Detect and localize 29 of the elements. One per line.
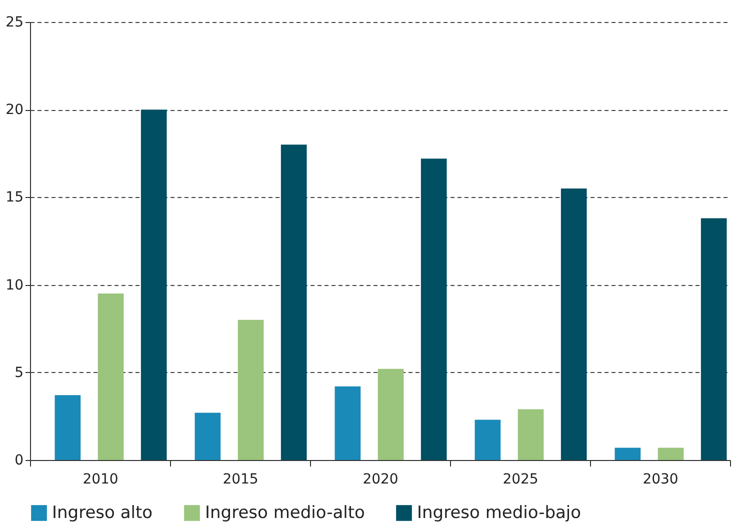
bar <box>238 320 264 460</box>
bar <box>280 144 307 460</box>
x-tick-label: 2030 <box>642 472 678 488</box>
bar <box>194 412 221 460</box>
legend-label: Ingreso alto <box>52 503 153 523</box>
bar <box>658 448 684 460</box>
bar <box>378 368 404 460</box>
legend-label: Ingreso medio-alto <box>205 503 365 523</box>
x-tick-label: 2010 <box>82 472 118 488</box>
y-tick-label: 20 <box>6 102 24 118</box>
bar <box>54 395 81 460</box>
x-tick-label: 2015 <box>222 472 258 488</box>
bar <box>420 158 447 460</box>
x-tick-label: 2025 <box>502 472 538 488</box>
legend-label: Ingreso medio-bajo <box>417 503 582 523</box>
bar <box>560 188 587 460</box>
bar <box>140 110 167 460</box>
y-tick-label: 5 <box>14 364 24 381</box>
y-tick-label: 25 <box>6 14 24 30</box>
bar <box>474 420 501 460</box>
bar <box>700 218 727 460</box>
bar <box>614 448 641 460</box>
x-tick-label: 2020 <box>362 472 398 488</box>
bar <box>334 386 361 460</box>
y-tick-label: 15 <box>6 190 24 206</box>
bar <box>98 294 124 460</box>
bar <box>518 409 544 460</box>
y-tick-label: 0 <box>14 452 24 468</box>
y-tick-label: 10 <box>6 277 24 294</box>
